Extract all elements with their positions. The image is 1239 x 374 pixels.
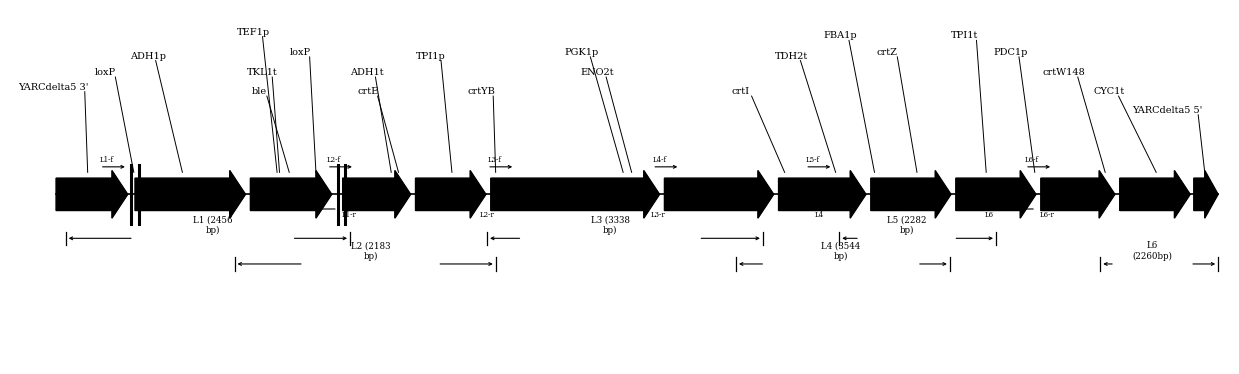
Text: L4-f: L4-f (652, 156, 667, 164)
Polygon shape (955, 171, 1036, 218)
Text: L1-f: L1-f (100, 156, 114, 164)
Text: L6
(2260bp): L6 (2260bp) (1132, 242, 1172, 261)
Text: L4 (3544
bp): L4 (3544 bp) (821, 242, 861, 261)
Text: L3-r: L3-r (650, 211, 665, 219)
Text: L3 (3338
bp): L3 (3338 bp) (591, 216, 629, 235)
Polygon shape (415, 171, 486, 218)
Text: crtE: crtE (357, 87, 378, 96)
Text: L6-f: L6-f (1025, 156, 1040, 164)
Text: ENO2t: ENO2t (581, 68, 615, 77)
Text: ADH1p: ADH1p (130, 52, 166, 61)
Polygon shape (1194, 171, 1218, 218)
Text: PDC1p: PDC1p (994, 48, 1028, 57)
Text: L5-f: L5-f (805, 156, 819, 164)
Text: crtI: crtI (731, 87, 750, 96)
Text: ble: ble (252, 87, 266, 96)
Text: YARCdelta5 3': YARCdelta5 3' (19, 83, 89, 92)
Text: crtZ: crtZ (877, 48, 898, 57)
Polygon shape (56, 171, 128, 218)
Polygon shape (343, 171, 410, 218)
Text: L6-r: L6-r (1040, 211, 1054, 219)
Text: CYC1t: CYC1t (1093, 87, 1124, 96)
Text: TKL1t: TKL1t (247, 68, 278, 77)
Text: TPI1t: TPI1t (952, 31, 979, 40)
Polygon shape (778, 171, 866, 218)
Text: YARCdelta5 5': YARCdelta5 5' (1132, 106, 1202, 115)
Text: TPI1p: TPI1p (415, 52, 445, 61)
Polygon shape (1120, 171, 1191, 218)
Polygon shape (664, 171, 773, 218)
Text: FBA1p: FBA1p (824, 31, 857, 40)
Text: L5 (2282
bp): L5 (2282 bp) (887, 216, 927, 235)
Text: L3-f: L3-f (487, 156, 501, 164)
Text: crtYB: crtYB (467, 87, 496, 96)
Text: TEF1p: TEF1p (237, 28, 270, 37)
Text: TDH2t: TDH2t (774, 52, 808, 61)
Text: loxP: loxP (95, 68, 116, 77)
Text: crtW148: crtW148 (1042, 68, 1085, 77)
Polygon shape (1041, 171, 1115, 218)
Text: L6: L6 (985, 211, 994, 219)
Text: L4: L4 (815, 211, 824, 219)
Text: L2-r: L2-r (479, 211, 494, 219)
Polygon shape (250, 171, 332, 218)
Text: loxP: loxP (289, 48, 310, 57)
Text: L2 (2183
bp): L2 (2183 bp) (351, 242, 390, 261)
Text: ADH1t: ADH1t (349, 68, 384, 77)
Text: L1-r: L1-r (342, 211, 357, 219)
Text: PGK1p: PGK1p (565, 48, 600, 57)
Polygon shape (871, 171, 952, 218)
Polygon shape (491, 171, 659, 218)
Text: L1 (2456
bp): L1 (2456 bp) (193, 216, 233, 235)
Text: L2-f: L2-f (327, 156, 341, 164)
Polygon shape (135, 171, 245, 218)
